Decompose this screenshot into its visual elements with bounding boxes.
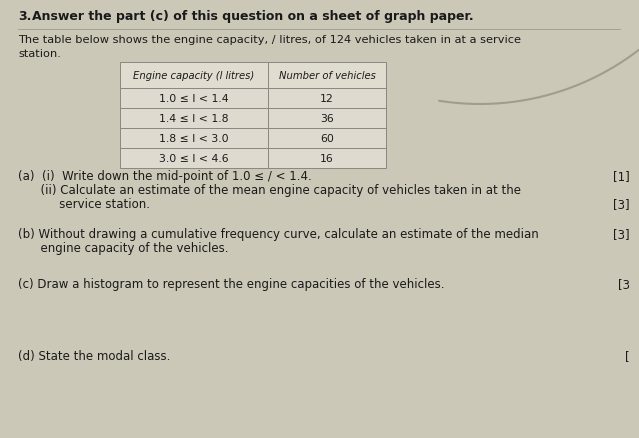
Text: service station.: service station.: [18, 198, 150, 211]
Text: [3: [3: [618, 277, 630, 290]
Bar: [268, 109, 386, 129]
Bar: [120, 89, 268, 109]
Text: The table below shows the engine capacity, / litres, of 124 vehicles taken in at: The table below shows the engine capacit…: [18, 35, 521, 45]
Bar: [120, 109, 268, 129]
Text: 1.8 ≤ l < 3.0: 1.8 ≤ l < 3.0: [159, 134, 229, 144]
Bar: [120, 63, 268, 89]
Text: [3]: [3]: [613, 198, 630, 211]
Text: [3]: [3]: [613, 227, 630, 240]
Bar: [268, 129, 386, 148]
Text: 16: 16: [320, 154, 334, 164]
Bar: [120, 148, 268, 169]
Text: [: [: [626, 349, 630, 362]
Text: 1.4 ≤ l < 1.8: 1.4 ≤ l < 1.8: [159, 114, 229, 124]
Text: Engine capacity (l litres): Engine capacity (l litres): [134, 71, 254, 81]
Text: Number of vehicles: Number of vehicles: [279, 71, 376, 81]
Text: station.: station.: [18, 49, 61, 59]
Text: [1]: [1]: [613, 170, 630, 183]
Text: 60: 60: [320, 134, 334, 144]
Text: Answer the part (c) of this question on a sheet of graph paper.: Answer the part (c) of this question on …: [32, 10, 473, 23]
Text: 12: 12: [320, 94, 334, 104]
Bar: [268, 63, 386, 89]
Text: (ii) Calculate an estimate of the mean engine capacity of vehicles taken in at t: (ii) Calculate an estimate of the mean e…: [18, 184, 521, 197]
Text: 3.0 ≤ l < 4.6: 3.0 ≤ l < 4.6: [159, 154, 229, 164]
Bar: [268, 89, 386, 109]
Text: 1.0 ≤ l < 1.4: 1.0 ≤ l < 1.4: [159, 94, 229, 104]
Bar: [268, 148, 386, 169]
Text: (b) Without drawing a cumulative frequency curve, calculate an estimate of the m: (b) Without drawing a cumulative frequen…: [18, 227, 539, 240]
Bar: [120, 129, 268, 148]
Text: 36: 36: [320, 114, 334, 124]
Text: (a)  (i)  Write down the mid-point of 1.0 ≤ / < 1.4.: (a) (i) Write down the mid-point of 1.0 …: [18, 170, 312, 183]
Text: (c) Draw a histogram to represent the engine capacities of the vehicles.: (c) Draw a histogram to represent the en…: [18, 277, 445, 290]
Text: 3.: 3.: [18, 10, 31, 23]
Text: engine capacity of the vehicles.: engine capacity of the vehicles.: [18, 241, 229, 254]
Text: (d) State the modal class.: (d) State the modal class.: [18, 349, 171, 362]
